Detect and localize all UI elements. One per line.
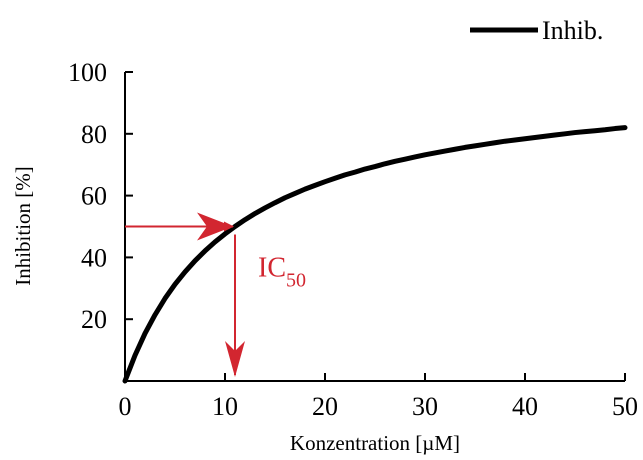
y-tick-label: 20 [81,305,107,334]
x-ticks: 0 10 20 30 40 50 [119,373,638,421]
x-tick-label: 20 [312,392,338,421]
ic50-label-main: IC [258,253,286,284]
y-tick-label: 60 [81,182,107,211]
ic50-label: IC50 [258,253,306,292]
ic50-horizontal-arrowhead [197,212,233,241]
y-tick-label: 80 [81,120,107,149]
y-ticks: 20 40 60 80 100 [68,58,133,334]
ic50-vertical-arrowhead [225,341,245,377]
x-axis-title: Konzentration [µM] [290,431,460,455]
series-line-inhib [122,125,628,384]
x-tick-label: 10 [212,392,238,421]
x-tick-label: 0 [119,392,132,421]
y-tick-label: 40 [81,243,107,272]
annotation-layer: IC50 [125,212,306,377]
x-tick-label: 40 [512,392,538,421]
y-axis-title: Inhibition [%] [11,166,35,286]
x-tick-label: 50 [612,392,638,421]
y-tick-label: 100 [68,58,107,87]
series-layer [122,125,628,384]
x-tick-label: 30 [412,392,438,421]
ic50-label-subscript: 50 [286,270,306,292]
legend-label: Inhib. [542,16,603,45]
legend: Inhib. [470,16,603,45]
